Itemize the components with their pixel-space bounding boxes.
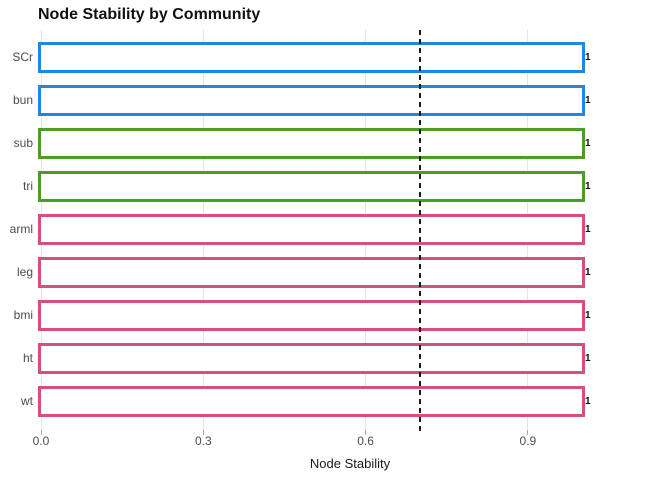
x-tick-label: 0.6 [357,434,374,448]
bar-SCr [38,42,585,73]
bar-value-label: 1 [585,52,591,63]
x-tick-label: 0.9 [519,434,537,448]
x-axis-title: Node Stability [309,456,391,471]
bar-arml [38,214,585,245]
bar-bun [38,85,585,116]
y-category-label: bmi [13,308,33,322]
bar-value-label: 1 [585,138,591,149]
bar-sub [38,128,585,159]
y-category-label: tri [23,179,33,193]
reference-line [418,30,421,435]
bar-value-label: 1 [585,267,591,278]
x-axis-tick [527,430,529,435]
bar-value-label: 1 [585,396,591,407]
bar-bmi [38,300,585,331]
x-axis-tick [365,430,367,435]
bar-tri [38,171,585,202]
x-axis-tick [40,430,42,435]
bar-value-label: 1 [585,310,591,321]
y-category-label: ht [22,351,33,365]
y-category-label: SCr [12,50,33,64]
chart-title: Node Stability by Community [38,6,261,23]
x-tick-label: 0.0 [32,434,50,448]
y-category-label: wt [21,394,33,408]
bar-wt [38,386,585,417]
bar-ht [38,343,585,374]
y-category-label: sub [13,136,33,150]
y-category-label: bun [12,93,33,107]
y-category-label: leg [16,265,33,279]
x-tick-label: 0.3 [194,434,212,448]
bar-value-label: 1 [585,224,591,235]
bar-leg [38,257,585,288]
bar-value-label: 1 [585,95,591,106]
bar-value-label: 1 [585,181,591,192]
bar-value-label: 1 [585,353,591,364]
y-category-label: arml [9,222,33,236]
x-axis-tick [202,430,204,435]
